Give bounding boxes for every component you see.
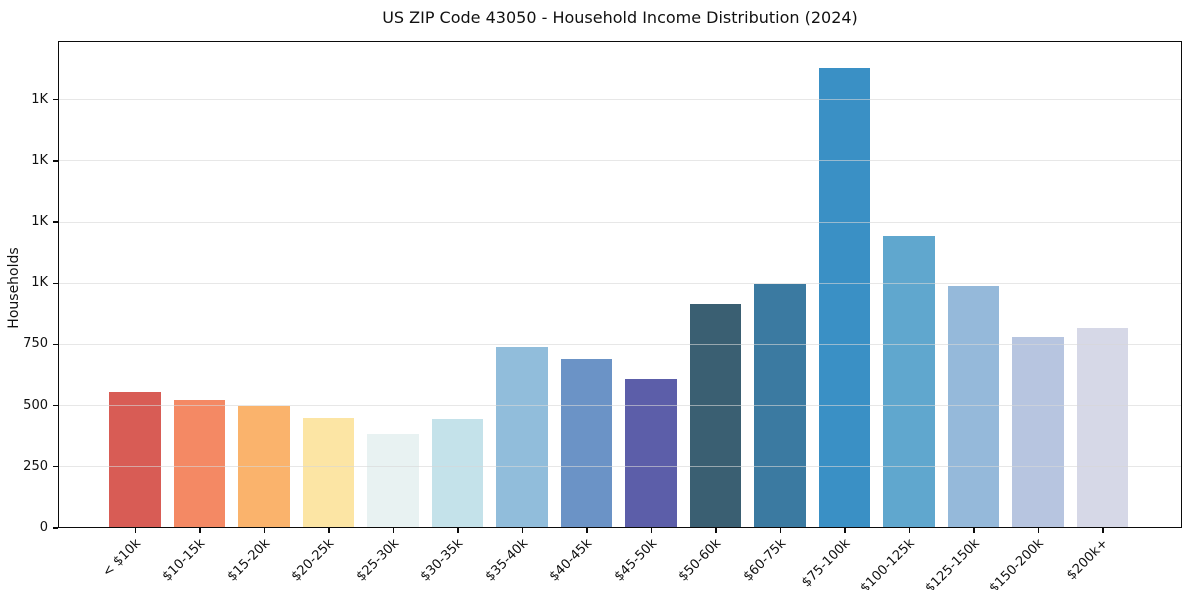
x-tick-mark-$30-35k: [457, 528, 459, 533]
y-tick-label-750: 750: [23, 336, 48, 352]
y-tick-label-250: 250: [23, 458, 48, 474]
bar-$10-15k: [173, 399, 226, 527]
y-tick-mark-1000: [53, 282, 58, 284]
x-tick-mark-$35-40k: [521, 528, 524, 533]
gridline-1000: [59, 282, 1181, 284]
bar-$45-50k: [625, 378, 677, 527]
y-tick-mark-1750: [53, 99, 58, 101]
x-tick-label-$25-30k: $25-30k: [353, 536, 403, 585]
x-tick-label-$75-100k: $75-100k: [799, 536, 854, 590]
x-tick-mark-$100-125k: [908, 528, 911, 533]
y-tick-mark-0: [53, 527, 58, 529]
chart-title: US ZIP Code 43050 - Household Income Dis…: [382, 8, 858, 27]
y-tick-mark-750: [53, 343, 58, 346]
bar-$30-35k: [431, 419, 484, 527]
bar-$200k+: [1076, 327, 1129, 527]
gridline-500: [59, 405, 1181, 407]
x-tick-label-$35-40k: $35-40k: [482, 536, 532, 585]
gridline-250: [59, 466, 1181, 468]
x-tick-mark-$150-200k: [1037, 528, 1040, 533]
x-tick-mark-$20-25k: [328, 528, 330, 533]
bar-$100-125k: [883, 235, 935, 527]
y-tick-label-0: 0: [39, 520, 48, 535]
gridline-1500: [59, 160, 1181, 162]
bar-$125-150k: [947, 285, 1000, 527]
gridline-1250: [59, 221, 1181, 223]
y-tick-label-1500: 1K: [31, 152, 48, 168]
x-tick-label-< $10k: < $10k: [100, 536, 145, 581]
y-tick-label-500: 500: [23, 397, 48, 413]
y-tick-label-1250: 1K: [31, 214, 48, 230]
x-tick-label-$200k+: $200k+: [1064, 536, 1112, 584]
x-tick-mark-$60-75k: [779, 528, 782, 533]
x-tick-mark-$25-30k: [392, 528, 395, 533]
bar-$50-60k: [689, 304, 742, 527]
y-tick-mark-250: [53, 466, 58, 468]
x-tick-mark-$200k+: [1102, 528, 1104, 533]
x-tick-label-$30-35k: $30-35k: [418, 536, 467, 585]
bar-$35-40k: [496, 347, 548, 527]
x-tick-label-$125-150k: $125-150k: [922, 536, 983, 590]
x-tick-label-$40-45k: $40-45k: [547, 536, 596, 585]
bar-$20-25k: [302, 418, 355, 527]
x-tick-label-$50-60k: $50-60k: [676, 536, 725, 585]
x-tick-label-$100-125k: $100-125k: [857, 536, 919, 590]
x-tick-mark-$40-45k: [586, 528, 588, 533]
x-tick-mark-$10-15k: [199, 528, 201, 533]
y-tick-label-1000: 1K: [31, 275, 48, 291]
x-tick-label-$150-200k: $150-200k: [986, 536, 1048, 590]
x-tick-label-$10-15k: $10-15k: [160, 536, 209, 585]
bar-$75-100k: [818, 68, 871, 527]
bar-$40-45k: [560, 359, 613, 527]
x-tick-mark-$15-20k: [263, 528, 266, 533]
x-tick-mark-< $10k: [134, 528, 137, 533]
x-tick-label-$45-50k: $45-50k: [611, 536, 661, 585]
x-tick-mark-$75-100k: [844, 528, 846, 533]
plot-area: [58, 41, 1182, 528]
bar-$150-200k: [1012, 337, 1064, 527]
y-tick-mark-1250: [53, 221, 58, 223]
bar-$25-30k: [367, 434, 419, 527]
gridline-1750: [59, 99, 1181, 101]
x-tick-label-$15-20k: $15-20k: [224, 536, 274, 585]
x-tick-mark-$125-150k: [973, 528, 975, 533]
gridline-750: [59, 343, 1181, 345]
x-tick-label-$20-25k: $20-25k: [289, 536, 338, 585]
y-tick-mark-1500: [53, 160, 58, 162]
y-tick-mark-500: [53, 405, 58, 407]
x-tick-mark-$45-50k: [650, 528, 653, 533]
y-tick-label-1750: 1K: [31, 91, 48, 107]
bar-< $10k: [109, 392, 161, 527]
x-tick-label-$60-75k: $60-75k: [740, 536, 790, 585]
x-tick-mark-$50-60k: [715, 528, 717, 533]
